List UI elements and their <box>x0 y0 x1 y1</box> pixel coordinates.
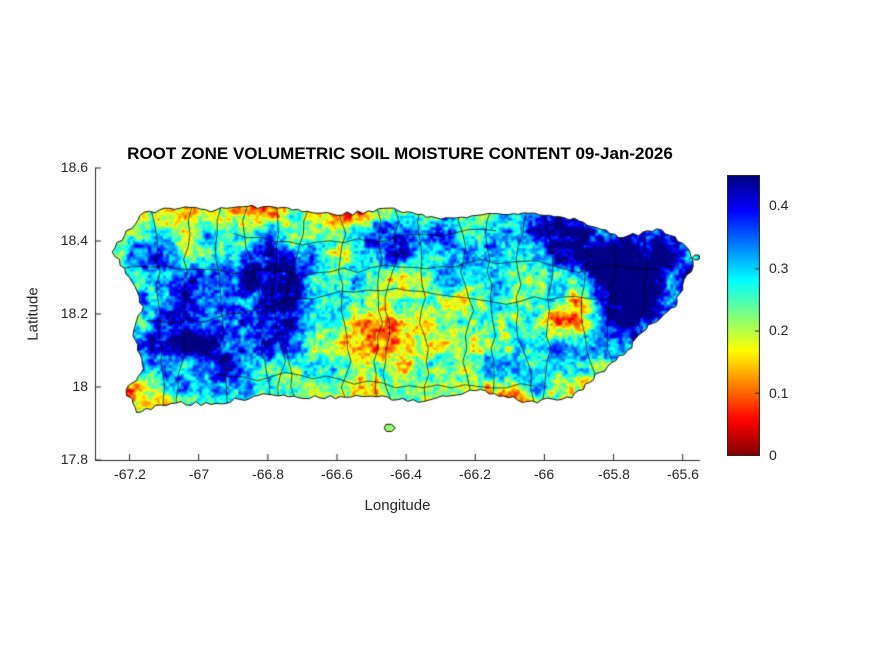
x-tick-label: -67.2 <box>114 466 146 482</box>
y-tick-label: 18.6 <box>60 159 88 175</box>
chart-title: ROOT ZONE VOLUMETRIC SOIL MOISTURE CONTE… <box>127 144 673 163</box>
x-tick-label: -67 <box>188 466 210 482</box>
colorbar-tick-label: 0 <box>769 447 777 463</box>
y-tick-label: 18.2 <box>60 305 88 321</box>
colorbar-tick-label: 0.4 <box>769 197 789 213</box>
soil-moisture-map <box>95 168 700 460</box>
x-tick-label: -66.8 <box>252 466 284 482</box>
y-tick-label: 17.8 <box>60 451 88 467</box>
y-tick-label: 18.4 <box>60 232 88 248</box>
colorbar-tick-label: 0.1 <box>769 385 789 401</box>
x-tick-label: -65.8 <box>598 466 630 482</box>
colorbar-tick-label: 0.2 <box>769 322 789 338</box>
colorbar <box>727 175 760 456</box>
colorbar-tick-label: 0.3 <box>769 260 789 276</box>
x-tick-label: -65.6 <box>667 466 699 482</box>
y-tick-label: 18 <box>72 378 88 394</box>
x-tick-label: -66.2 <box>459 466 491 482</box>
x-tick-label: -66.4 <box>390 466 422 482</box>
x-tick-label: -66.6 <box>321 466 353 482</box>
x-axis-label: Longitude <box>364 497 431 514</box>
x-tick-label: -66 <box>533 466 555 482</box>
